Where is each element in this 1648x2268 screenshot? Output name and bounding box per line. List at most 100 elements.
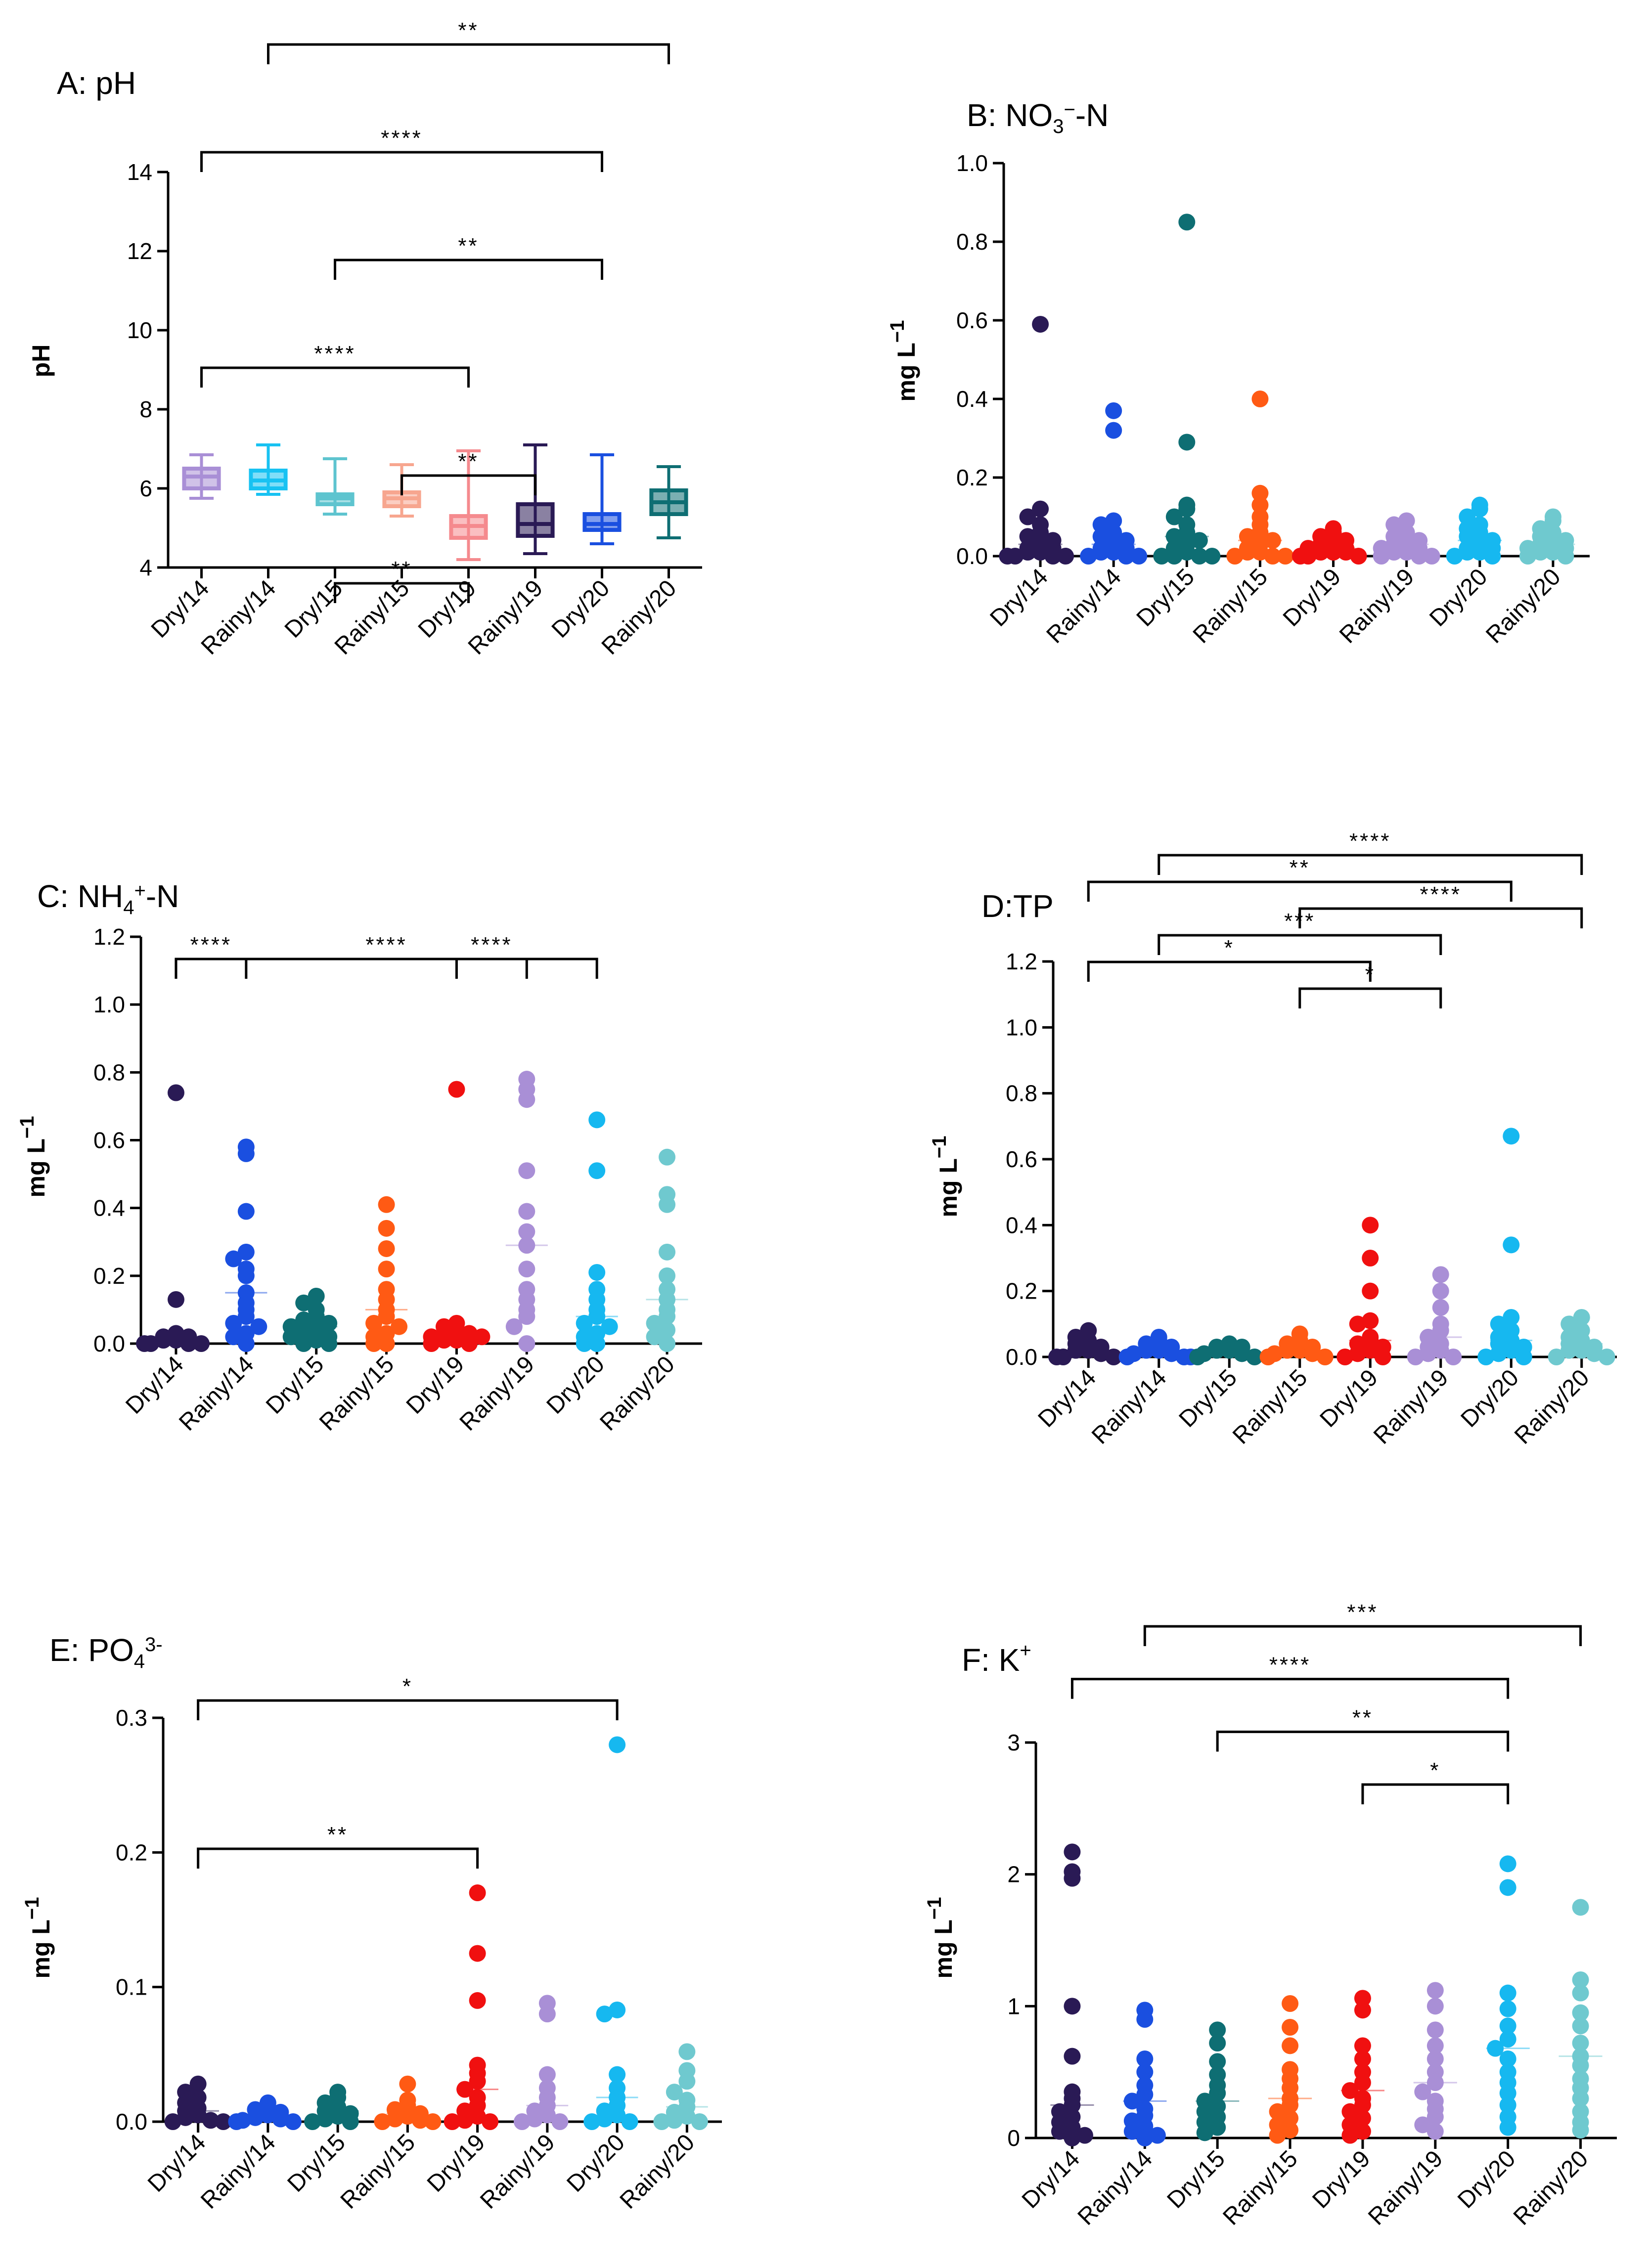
panel-b-ylabel: mg L−1	[887, 320, 920, 401]
x-category-label: Dry/15	[261, 1351, 329, 1419]
data-point	[378, 1196, 395, 1213]
data-point	[609, 2106, 626, 2124]
data-point	[1076, 2127, 1093, 2144]
data-point	[1490, 1315, 1507, 1333]
data-point	[1209, 2035, 1226, 2051]
panel-a-plot: 468101214Dry/14Rainy/14Dry/15Rainy/15Dry…	[127, 18, 702, 660]
data-point	[460, 1335, 478, 1352]
data-point	[653, 2113, 670, 2130]
data-point	[1092, 1345, 1110, 1362]
x-category-label: Dry/20	[1425, 564, 1492, 631]
data-point	[237, 1243, 255, 1261]
data-point	[1385, 544, 1403, 561]
data-point	[1189, 1349, 1206, 1365]
data-point	[1426, 1982, 1444, 1999]
x-category-label: Rainy/19	[475, 2129, 560, 2214]
significance-bracket	[175, 958, 598, 979]
data-point	[588, 1335, 606, 1352]
data-point	[1282, 2096, 1299, 2114]
significance-bracket	[1361, 1783, 1510, 1804]
data-point	[1477, 1349, 1495, 1365]
y-tick-label: 10	[127, 317, 152, 343]
data-point	[237, 1267, 255, 1284]
data-point	[538, 2106, 556, 2124]
data-point	[1064, 1998, 1081, 2015]
panel-b: B: NO3−-N mg L−1 0.0 0.2 0.4 0.6 0.8 1.0 Dry/1…	[887, 97, 1590, 649]
data-point	[469, 2108, 486, 2125]
data-point	[215, 2113, 232, 2130]
data-point	[225, 1328, 242, 1346]
data-point	[1426, 2037, 1444, 2054]
y-tick-label: 1.0	[1006, 1014, 1037, 1040]
data-point	[378, 1240, 395, 1257]
x-category-label: Dry/15	[1132, 564, 1200, 631]
x-category-label: Rainy/15	[336, 2129, 420, 2214]
x-category-label: Rainy/14	[1087, 1364, 1171, 1449]
data-point	[378, 1261, 395, 1278]
data-point	[1560, 1315, 1578, 1333]
data-point	[1423, 548, 1440, 565]
y-tick-label: 0.1	[116, 1974, 147, 2000]
data-point	[1117, 548, 1135, 565]
data-point	[1573, 1309, 1590, 1326]
data-point	[1544, 512, 1561, 529]
data-point	[295, 1335, 312, 1352]
x-category-label: Rainy/15	[1188, 564, 1273, 648]
panel-a-ylabel: pH	[27, 345, 55, 378]
y-tick-label: 0.4	[1006, 1212, 1037, 1238]
data-point	[1178, 500, 1196, 518]
data-point	[1032, 315, 1049, 333]
x-category-label: Dry/14	[985, 564, 1053, 631]
data-point	[469, 2073, 486, 2090]
data-point	[576, 1314, 593, 1332]
data-point	[1032, 524, 1049, 541]
significance-label: ***	[1284, 909, 1315, 933]
data-point	[1136, 2118, 1154, 2135]
x-category-label: Dry/19	[1278, 564, 1346, 631]
data-point	[1362, 1217, 1379, 1234]
x-category-label: Dry/20	[1453, 2145, 1520, 2213]
significance-bracket	[197, 1847, 479, 1869]
data-point	[1325, 524, 1342, 541]
y-tick-label: 12	[127, 238, 152, 264]
significance-bracket	[200, 151, 603, 172]
panel-c-ylabel: mg L−1	[16, 1116, 50, 1197]
data-point	[308, 1332, 325, 1349]
x-category-label: Rainy/19	[1363, 2145, 1448, 2230]
x-category-label: Rainy/14	[196, 2129, 280, 2214]
data-point	[1178, 544, 1196, 561]
data-point	[1251, 391, 1269, 407]
significance-bracket	[401, 474, 536, 495]
data-point	[518, 1261, 535, 1278]
data-point	[1226, 548, 1244, 565]
data-point	[237, 1308, 255, 1325]
panel-d-ylabel: mg L−1	[929, 1135, 962, 1217]
x-category-label: Rainy/14	[196, 575, 281, 659]
x-category-label: Rainy/20	[1510, 1364, 1594, 1449]
data-point	[1057, 548, 1074, 565]
significance-label: *	[1430, 1758, 1440, 1783]
y-tick-label: 0.2	[93, 1263, 125, 1289]
data-point	[1044, 548, 1062, 565]
data-point	[1548, 1349, 1565, 1365]
data-point	[1560, 1342, 1578, 1359]
y-tick-label: 0.4	[93, 1195, 125, 1221]
data-point	[588, 1264, 606, 1281]
significance-label: ****	[1269, 1653, 1311, 1677]
data-point	[1165, 548, 1183, 565]
data-point	[177, 2109, 194, 2126]
x-category-label: Dry/19	[401, 1351, 469, 1419]
data-point	[1446, 548, 1463, 565]
data-point	[167, 1291, 184, 1308]
y-tick-label: 1.2	[93, 924, 125, 950]
y-tick-label: 0	[1007, 2125, 1020, 2151]
data-point	[513, 2113, 531, 2130]
data-point	[1178, 434, 1196, 451]
data-point	[399, 2108, 416, 2125]
y-tick-label: 0.2	[956, 465, 988, 490]
data-point	[378, 1335, 395, 1352]
data-point	[295, 1311, 312, 1328]
significance-bracket	[334, 259, 603, 280]
